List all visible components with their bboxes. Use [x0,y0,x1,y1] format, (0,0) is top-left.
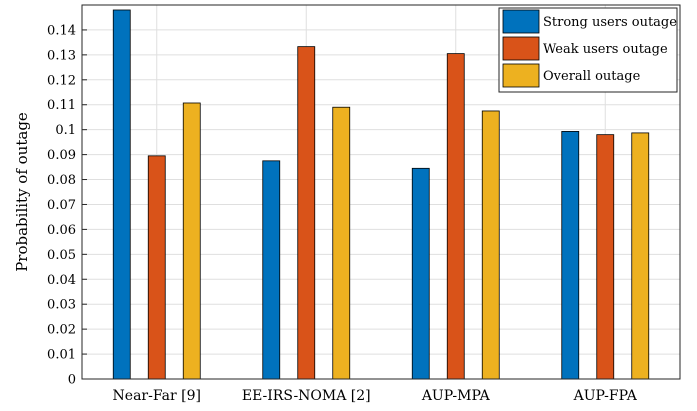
bar-strong-users-outage [411,167,430,380]
y-tick-label: 0.08 [47,173,76,188]
legend-swatch-strong-users-outage [502,9,540,34]
legend-swatch-weak-users-outage [502,36,540,61]
legend-label-overall-outage: Overall outage [543,69,641,84]
y-tick-labels: 0 0.01 0.02 0.03 0.04 0.05 0.06 0.07 0.08 0.09 0.1… [47,23,76,387]
x-tick-label: EE-IRS-NOMA [2] [242,388,371,404]
legend-label-strong-users-outage: Strong users outage [543,15,677,30]
y-tick-label: 0.02 [47,323,76,338]
y-tick-label: 0.03 [47,298,76,313]
x-tick-label: Near-Far [9] [113,388,201,404]
bar-weak-users-outage [446,53,465,380]
bar-overall-outage [481,110,500,380]
bar-weak-users-outage [147,155,166,380]
bar-overall-outage [332,106,351,380]
bar-overall-outage [182,102,201,380]
y-tick-label: 0.07 [47,198,76,213]
bar-strong-users-outage [561,131,580,380]
y-axis-title: Probability of outage [13,112,31,272]
y-tick-label: 0.09 [47,148,76,163]
bar-strong-users-outage [262,160,281,380]
bar-weak-users-outage [297,46,316,380]
y-tick-label: 0.04 [47,273,76,288]
y-tick-label: 0.11 [47,98,76,113]
x-tick-label: AUP-MPA [421,388,491,404]
bar-weak-users-outage [596,134,615,380]
y-tick-label: 0 [68,373,76,388]
x-tick-labels: Near-Far [9] EE-IRS-NOMA [2] AUP-MPA AUP-FP… [113,388,638,404]
y-tick-label: 0.1 [55,123,76,138]
legend-label-weak-users-outage: Weak users outage [543,42,668,57]
y-tick-label: 0.05 [47,248,76,263]
legend: Strong users outage Weak users outage Over… [498,7,678,93]
plot-area-frame [81,4,681,380]
bars [112,9,650,380]
y-tick-label: 0.14 [47,23,76,38]
legend-swatch-overall-outage [502,63,540,88]
bar-strong-users-outage [112,9,131,380]
y-tick-label: 0.06 [47,223,76,238]
y-tick-label: 0.01 [47,348,76,363]
x-tick-label: AUP-FPA [573,388,638,404]
y-tick-label: 0.12 [47,73,76,88]
bar-overall-outage [631,132,650,380]
y-tick-label: 0.13 [47,48,76,63]
